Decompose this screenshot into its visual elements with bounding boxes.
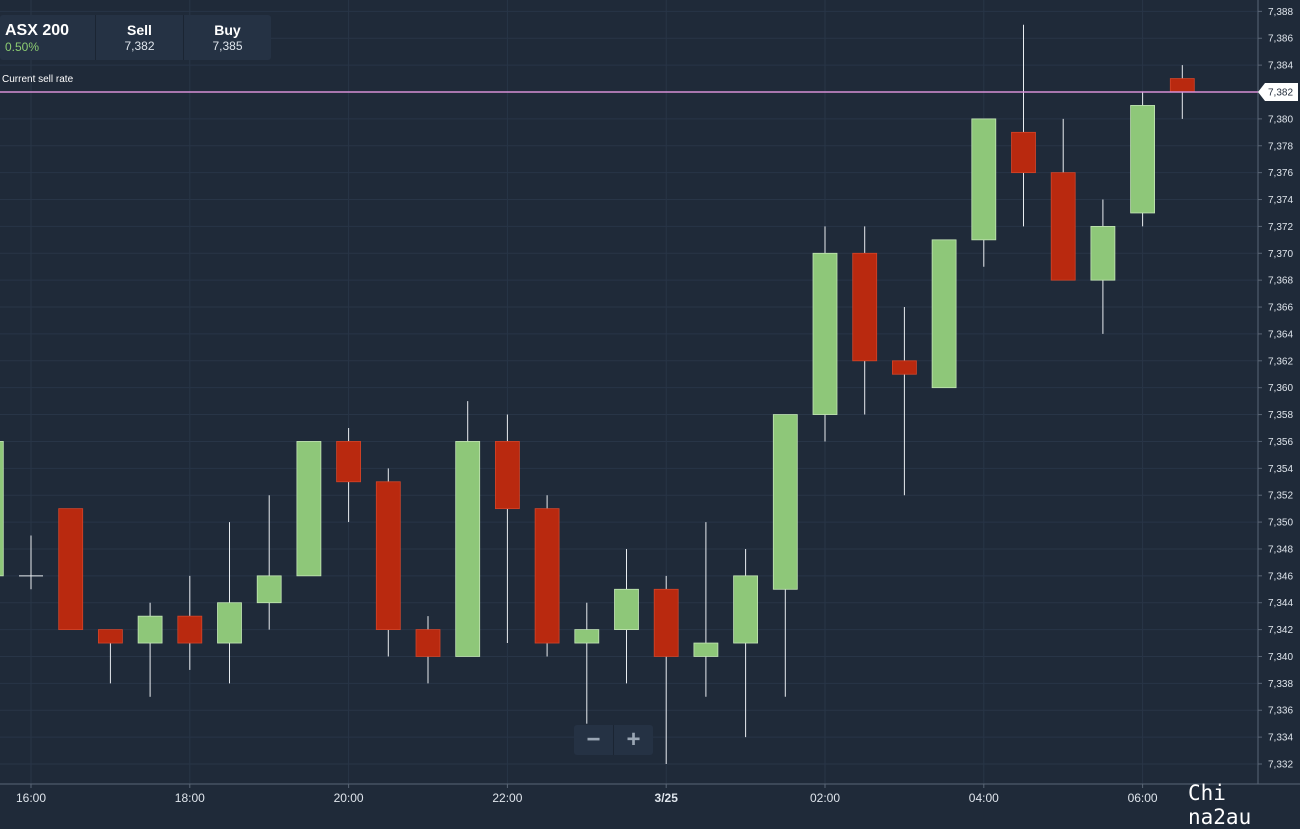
candle-body bbox=[296, 441, 322, 577]
candle-body bbox=[1050, 172, 1076, 281]
candle-body bbox=[256, 575, 282, 604]
x-tick-label: 3/25 bbox=[655, 791, 679, 805]
x-tick-label: 04:00 bbox=[969, 791, 999, 805]
sell-button[interactable]: Sell 7,382 bbox=[96, 15, 183, 60]
y-tick-label: 7,334 bbox=[1268, 733, 1293, 744]
y-tick-label: 7,338 bbox=[1268, 679, 1293, 690]
x-tick-label: 22:00 bbox=[492, 791, 522, 805]
zoom-controls: − + bbox=[574, 725, 653, 755]
zoom-out-button[interactable]: − bbox=[586, 726, 601, 753]
y-tick-label: 7,372 bbox=[1268, 222, 1293, 233]
y-tick-label: 7,366 bbox=[1268, 303, 1293, 314]
y-tick-label: 7,388 bbox=[1268, 7, 1293, 18]
candle-body bbox=[931, 239, 957, 389]
y-tick-label: 7,384 bbox=[1268, 61, 1293, 72]
y-tick-label: 7,358 bbox=[1268, 410, 1293, 421]
candle-body bbox=[455, 441, 481, 657]
y-tick-label: 7,332 bbox=[1268, 760, 1293, 771]
candle-body bbox=[494, 441, 520, 510]
candle-body bbox=[177, 615, 203, 644]
candle-body bbox=[534, 508, 560, 644]
y-tick-label: 7,370 bbox=[1268, 249, 1293, 260]
y-tick-label: 7,360 bbox=[1268, 383, 1293, 394]
y-tick-label: 7,340 bbox=[1268, 652, 1293, 663]
y-tick-label: 7,354 bbox=[1268, 464, 1293, 475]
candle-body bbox=[693, 642, 719, 657]
x-tick-label: 20:00 bbox=[334, 791, 364, 805]
sell-price: 7,382 bbox=[124, 38, 155, 53]
current-rate-label: Current sell rate bbox=[2, 74, 74, 85]
current-rate-marker bbox=[1258, 83, 1298, 101]
y-tick-label: 7,380 bbox=[1268, 114, 1293, 125]
y-tick-label: 7,376 bbox=[1268, 168, 1293, 179]
current-rate-value: 7,382 bbox=[1268, 88, 1293, 99]
candle-body bbox=[217, 602, 242, 644]
candle-body bbox=[653, 588, 679, 657]
instrument-symbol: ASX 200 bbox=[5, 21, 70, 39]
candle-body bbox=[415, 629, 441, 657]
divider bbox=[183, 15, 184, 60]
y-tick-label: 7,350 bbox=[1268, 518, 1293, 529]
y-tick-label: 7,362 bbox=[1268, 356, 1293, 367]
candle-body bbox=[574, 629, 600, 644]
candle-body bbox=[1169, 78, 1195, 93]
candle-body bbox=[614, 588, 639, 631]
y-tick-label: 7,378 bbox=[1268, 141, 1293, 152]
candle-body bbox=[852, 252, 878, 362]
sell-label: Sell bbox=[127, 21, 152, 38]
ticker-panel: ASX 200 0.50% Sell 7,382 Buy 7,385 bbox=[0, 15, 271, 60]
candle-body bbox=[1011, 131, 1036, 174]
divider bbox=[95, 15, 96, 60]
y-tick-label: 7,344 bbox=[1268, 598, 1293, 609]
price-chart[interactable]: 7,332 7,334 7,336 7,338 7,340 7,342 7,344 7,346… bbox=[0, 0, 1300, 806]
candle-body bbox=[733, 575, 758, 644]
y-tick-label: 7,336 bbox=[1268, 706, 1293, 717]
candle-body bbox=[892, 360, 917, 375]
y-tick-label: 7,346 bbox=[1268, 571, 1293, 582]
buy-button[interactable]: Buy 7,385 bbox=[184, 15, 271, 60]
watermark: Chi na2au bbox=[1188, 781, 1252, 829]
y-tick-label: 7,364 bbox=[1268, 329, 1293, 340]
candle-body bbox=[1130, 105, 1155, 214]
x-tick-label: 06:00 bbox=[1128, 791, 1158, 805]
x-tick-label: 16:00 bbox=[16, 791, 46, 805]
divider bbox=[613, 725, 614, 755]
y-tick-label: 7,374 bbox=[1268, 195, 1293, 206]
change-percent: 0.50% bbox=[5, 39, 40, 54]
y-tick-label: 7,386 bbox=[1268, 34, 1293, 45]
y-tick-label: 7,348 bbox=[1268, 544, 1293, 555]
y-tick-label: 7,368 bbox=[1268, 276, 1293, 287]
buy-label: Buy bbox=[214, 21, 241, 38]
candle-body bbox=[375, 481, 401, 631]
x-tick-label: 02:00 bbox=[810, 791, 840, 805]
candle-body bbox=[98, 629, 123, 644]
candle-body bbox=[336, 441, 362, 483]
y-tick-label: 7,356 bbox=[1268, 437, 1293, 448]
candle-body bbox=[0, 441, 4, 577]
candle-body bbox=[812, 252, 838, 415]
candle-body bbox=[971, 118, 997, 241]
instrument-info: ASX 200 0.50% bbox=[0, 15, 95, 60]
candle-body bbox=[137, 615, 163, 644]
candle-body bbox=[772, 414, 798, 590]
x-tick-label: 18:00 bbox=[175, 791, 205, 805]
candle-body bbox=[58, 508, 84, 631]
buy-price: 7,385 bbox=[212, 38, 243, 53]
y-tick-label: 7,352 bbox=[1268, 491, 1293, 502]
candle-body bbox=[1090, 225, 1116, 281]
zoom-in-button[interactable]: + bbox=[626, 726, 641, 753]
y-tick-label: 7,342 bbox=[1268, 625, 1293, 636]
